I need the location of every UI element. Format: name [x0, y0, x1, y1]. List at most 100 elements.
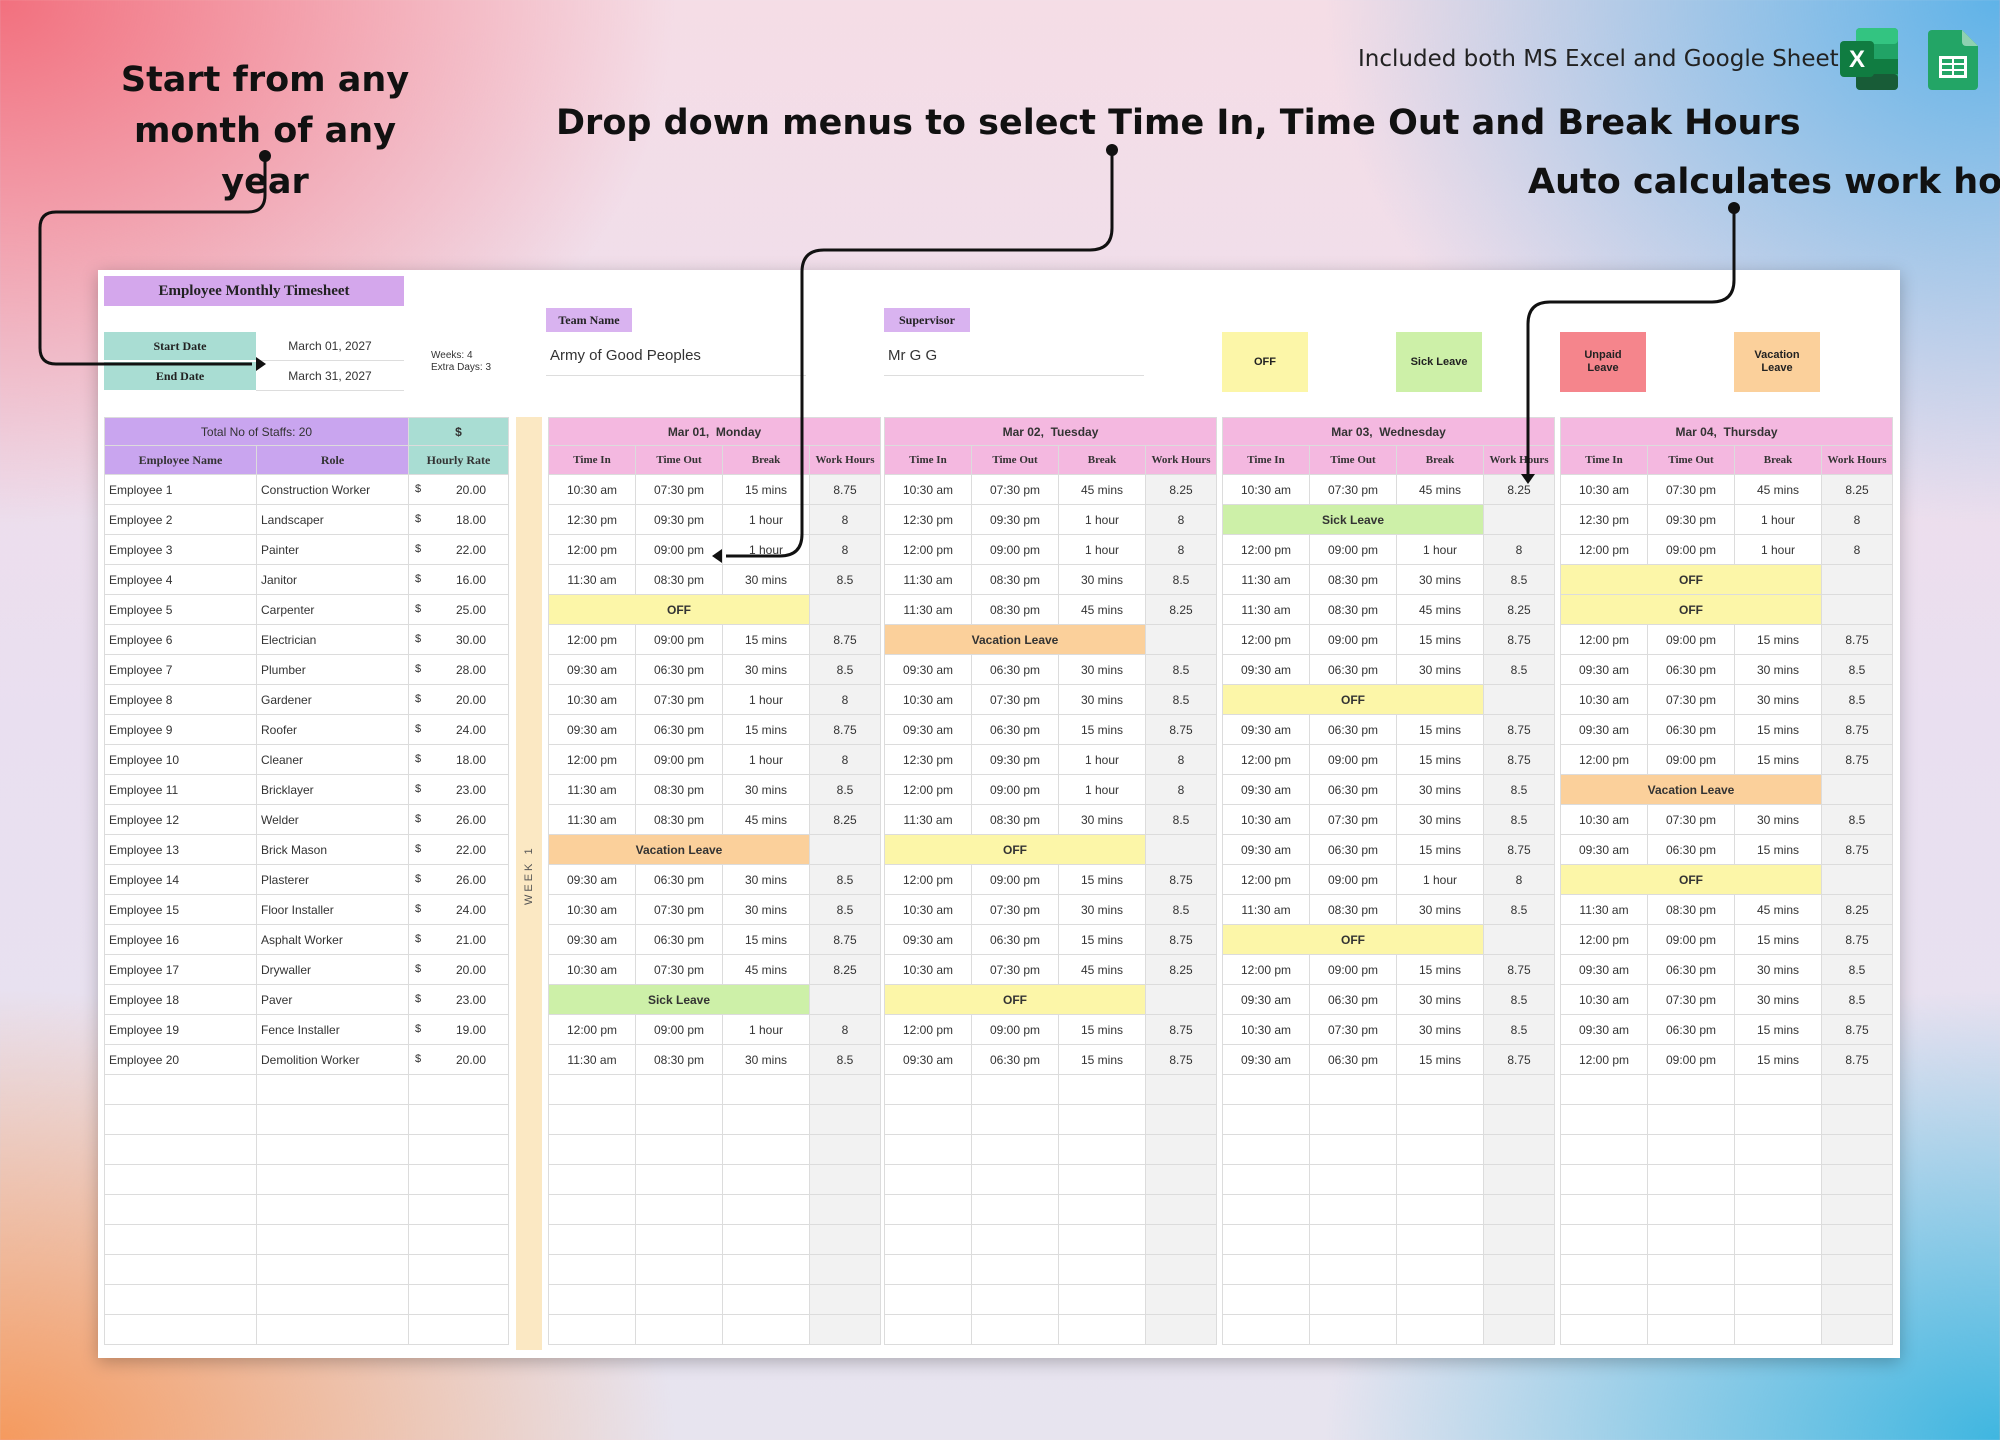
time-out-dropdown[interactable]: 06:30 pm [1309, 774, 1397, 805]
time-out-dropdown[interactable]: 09:00 pm [1647, 744, 1735, 775]
break-dropdown[interactable]: 30 mins [1734, 804, 1822, 835]
time-out-dropdown[interactable] [1309, 1164, 1397, 1195]
time-out-dropdown[interactable] [635, 1314, 723, 1345]
break-dropdown[interactable]: 15 mins [1734, 1044, 1822, 1075]
time-in-dropdown[interactable]: 09:30 am [1560, 654, 1648, 685]
break-dropdown[interactable]: 15 mins [722, 474, 810, 505]
time-in-dropdown[interactable]: 09:30 am [1222, 1044, 1310, 1075]
time-out-dropdown[interactable]: 06:30 pm [1309, 654, 1397, 685]
employee-name[interactable]: Employee 20 [104, 1044, 257, 1075]
time-out-dropdown[interactable] [1309, 1224, 1397, 1255]
time-out-dropdown[interactable]: 07:30 pm [635, 684, 723, 715]
leave-status-cell[interactable]: Vacation Leave [1560, 774, 1822, 805]
employee-name[interactable]: Employee 13 [104, 834, 257, 865]
hourly-rate-cell[interactable]: $20.00 [408, 474, 509, 505]
break-dropdown[interactable]: 30 mins [1396, 564, 1484, 595]
break-dropdown[interactable]: 30 mins [722, 894, 810, 925]
time-out-dropdown[interactable] [1647, 1134, 1735, 1165]
empty-cell[interactable] [408, 1164, 509, 1195]
empty-cell[interactable] [104, 1314, 257, 1345]
time-out-dropdown[interactable] [1647, 1314, 1735, 1345]
time-in-dropdown[interactable]: 12:30 pm [884, 744, 972, 775]
empty-cell[interactable] [256, 1194, 409, 1225]
break-dropdown[interactable]: 1 hour [1058, 534, 1146, 565]
time-in-dropdown[interactable]: 10:30 am [548, 954, 636, 985]
break-dropdown[interactable]: 45 mins [1058, 954, 1146, 985]
time-in-dropdown[interactable]: 10:30 am [548, 894, 636, 925]
break-dropdown[interactable]: 15 mins [1058, 1014, 1146, 1045]
employee-name[interactable]: Employee 2 [104, 504, 257, 535]
break-dropdown[interactable] [722, 1074, 810, 1105]
time-out-dropdown[interactable] [1309, 1254, 1397, 1285]
hourly-rate-cell[interactable]: $26.00 [408, 864, 509, 895]
time-in-dropdown[interactable]: 09:30 am [548, 714, 636, 745]
time-out-dropdown[interactable]: 08:30 pm [971, 804, 1059, 835]
time-in-dropdown[interactable]: 12:00 pm [884, 1014, 972, 1045]
hourly-rate-cell[interactable]: $20.00 [408, 954, 509, 985]
break-dropdown[interactable]: 30 mins [1058, 564, 1146, 595]
time-in-dropdown[interactable]: 12:00 pm [548, 534, 636, 565]
empty-cell[interactable] [104, 1074, 257, 1105]
break-dropdown[interactable] [722, 1254, 810, 1285]
break-dropdown[interactable]: 15 mins [1396, 834, 1484, 865]
empty-cell[interactable] [104, 1134, 257, 1165]
break-dropdown[interactable]: 30 mins [1396, 894, 1484, 925]
time-out-dropdown[interactable] [1309, 1314, 1397, 1345]
break-dropdown[interactable] [1734, 1194, 1822, 1225]
employee-role[interactable]: Asphalt Worker [256, 924, 409, 955]
time-in-dropdown[interactable]: 09:30 am [884, 654, 972, 685]
time-out-dropdown[interactable]: 07:30 pm [635, 474, 723, 505]
time-out-dropdown[interactable] [635, 1194, 723, 1225]
time-out-dropdown[interactable]: 06:30 pm [971, 714, 1059, 745]
break-dropdown[interactable]: 30 mins [1396, 774, 1484, 805]
time-out-dropdown[interactable]: 09:00 pm [971, 864, 1059, 895]
time-out-dropdown[interactable]: 08:30 pm [1309, 894, 1397, 925]
time-in-dropdown[interactable]: 09:30 am [548, 654, 636, 685]
break-dropdown[interactable]: 15 mins [1396, 1044, 1484, 1075]
time-in-dropdown[interactable]: 10:30 am [1560, 474, 1648, 505]
time-out-dropdown[interactable]: 06:30 pm [971, 1044, 1059, 1075]
break-dropdown[interactable] [1734, 1314, 1822, 1345]
employee-name[interactable]: Employee 6 [104, 624, 257, 655]
hourly-rate-cell[interactable]: $24.00 [408, 894, 509, 925]
time-in-dropdown[interactable]: 11:30 am [884, 594, 972, 625]
employee-name[interactable]: Employee 16 [104, 924, 257, 955]
time-out-dropdown[interactable]: 07:30 pm [1309, 474, 1397, 505]
break-dropdown[interactable]: 15 mins [1058, 924, 1146, 955]
time-out-dropdown[interactable]: 09:00 pm [971, 774, 1059, 805]
employee-role[interactable]: Demolition Worker [256, 1044, 409, 1075]
time-out-dropdown[interactable] [971, 1314, 1059, 1345]
break-dropdown[interactable]: 15 mins [1396, 714, 1484, 745]
time-out-dropdown[interactable]: 09:30 pm [1647, 504, 1735, 535]
time-in-dropdown[interactable]: 12:30 pm [1560, 504, 1648, 535]
time-out-dropdown[interactable]: 07:30 pm [971, 894, 1059, 925]
break-dropdown[interactable] [1396, 1134, 1484, 1165]
employee-name[interactable]: Employee 11 [104, 774, 257, 805]
start-date-field[interactable]: March 01, 2027 [256, 332, 404, 361]
break-dropdown[interactable]: 30 mins [722, 564, 810, 595]
time-in-dropdown[interactable]: 09:30 am [1560, 1014, 1648, 1045]
time-in-dropdown[interactable] [1560, 1134, 1648, 1165]
break-dropdown[interactable]: 1 hour [1058, 504, 1146, 535]
empty-cell[interactable] [408, 1254, 509, 1285]
break-dropdown[interactable] [1396, 1284, 1484, 1315]
break-dropdown[interactable]: 45 mins [722, 954, 810, 985]
break-dropdown[interactable]: 45 mins [1734, 894, 1822, 925]
break-dropdown[interactable]: 1 hour [722, 504, 810, 535]
time-out-dropdown[interactable] [635, 1134, 723, 1165]
break-dropdown[interactable] [1396, 1314, 1484, 1345]
break-dropdown[interactable]: 45 mins [722, 804, 810, 835]
time-in-dropdown[interactable]: 10:30 am [548, 474, 636, 505]
empty-cell[interactable] [104, 1254, 257, 1285]
break-dropdown[interactable]: 1 hour [1734, 534, 1822, 565]
time-out-dropdown[interactable] [971, 1284, 1059, 1315]
hourly-rate-cell[interactable]: $26.00 [408, 804, 509, 835]
break-dropdown[interactable]: 30 mins [1734, 984, 1822, 1015]
break-dropdown[interactable] [1058, 1314, 1146, 1345]
leave-status-cell[interactable]: Sick Leave [1222, 504, 1484, 535]
time-out-dropdown[interactable]: 06:30 pm [1647, 714, 1735, 745]
time-in-dropdown[interactable]: 09:30 am [884, 924, 972, 955]
time-out-dropdown[interactable]: 06:30 pm [971, 654, 1059, 685]
employee-role[interactable]: Cleaner [256, 744, 409, 775]
hourly-rate-cell[interactable]: $30.00 [408, 624, 509, 655]
